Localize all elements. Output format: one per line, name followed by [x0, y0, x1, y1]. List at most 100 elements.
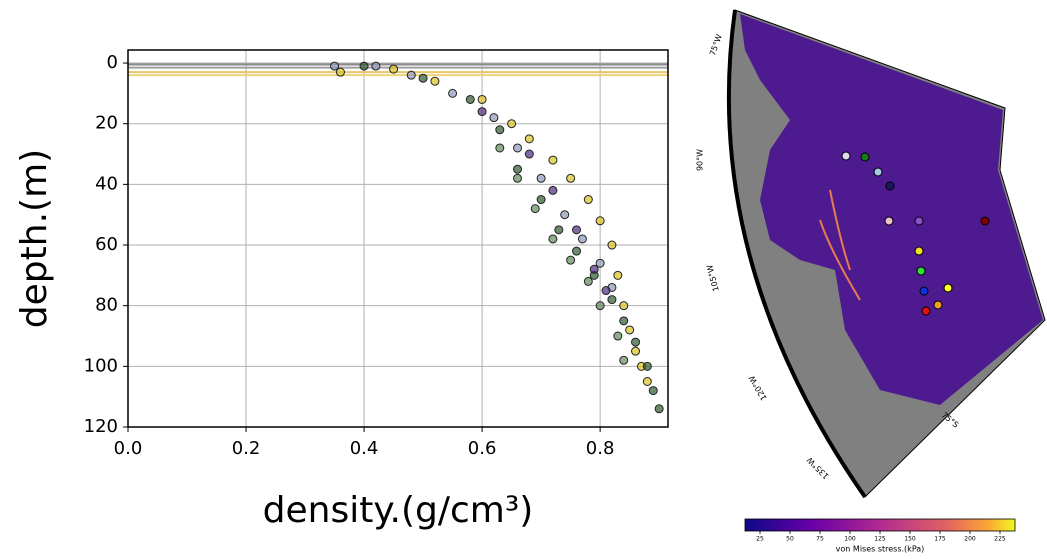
point — [548, 185, 558, 195]
point — [572, 246, 582, 256]
site — [916, 266, 926, 276]
point — [619, 355, 629, 365]
point — [465, 94, 475, 104]
site — [885, 181, 895, 191]
point — [595, 216, 605, 226]
point — [513, 173, 523, 183]
map-land — [740, 14, 1043, 405]
point — [631, 346, 641, 356]
graticule-label: 90°W — [696, 149, 705, 171]
point — [619, 301, 629, 311]
colorbar-tick-label: 150 — [904, 536, 916, 543]
point — [625, 325, 635, 335]
point — [513, 164, 523, 174]
point — [577, 234, 587, 244]
x-tick-label: 0.6 — [468, 438, 497, 459]
point — [566, 255, 576, 265]
point — [359, 61, 369, 71]
site — [884, 216, 894, 226]
point — [495, 125, 505, 135]
site — [921, 306, 931, 316]
y-tick-label: 20 — [95, 113, 118, 134]
point — [524, 149, 534, 159]
point — [595, 301, 605, 311]
map-frame — [726, 9, 867, 499]
y-tick-label: 40 — [95, 173, 118, 194]
point — [477, 107, 487, 117]
point — [654, 404, 664, 414]
point — [430, 76, 440, 86]
point — [548, 155, 558, 165]
point — [642, 377, 652, 387]
point — [406, 70, 416, 80]
x-tick-label: 0.4 — [350, 438, 379, 459]
point — [648, 386, 658, 396]
point — [330, 61, 340, 71]
map — [726, 9, 1046, 499]
colorbar-tick-label: 200 — [964, 536, 976, 543]
point — [335, 67, 345, 77]
point — [548, 234, 558, 244]
point — [589, 264, 599, 274]
point — [448, 88, 458, 98]
y-tick-label: 60 — [95, 234, 118, 255]
graticule-label: 105°W — [705, 264, 721, 293]
x-tick-label: 0.0 — [114, 438, 143, 459]
point — [536, 173, 546, 183]
point — [619, 316, 629, 326]
point — [560, 210, 570, 220]
y-tick-label: 80 — [95, 295, 118, 316]
point — [601, 286, 611, 296]
point — [583, 195, 593, 205]
point — [583, 276, 593, 286]
point — [607, 295, 617, 305]
y-tick-label: 100 — [84, 355, 118, 376]
colorbar — [744, 518, 1016, 532]
site — [980, 216, 990, 226]
colorbar-tick-label: 75 — [816, 536, 824, 543]
point — [642, 361, 652, 371]
colorbar-tick-label: 175 — [934, 536, 946, 543]
site — [914, 216, 924, 226]
point — [554, 225, 564, 235]
point — [530, 204, 540, 214]
site — [841, 151, 851, 161]
site — [919, 286, 929, 296]
site — [860, 152, 870, 162]
point — [389, 64, 399, 74]
point — [536, 195, 546, 205]
site — [914, 246, 924, 256]
colorbar-tick-label: 50 — [786, 536, 794, 543]
point — [566, 173, 576, 183]
graticule-label: 135°W — [805, 455, 831, 481]
point — [507, 119, 517, 129]
point — [524, 134, 534, 144]
point — [418, 73, 428, 83]
point — [489, 113, 499, 123]
y-tick-label: 0 — [107, 52, 118, 73]
plot-frame — [127, 49, 669, 428]
point — [371, 61, 381, 71]
colorbar-tick-label: 125 — [874, 536, 886, 543]
x-tick-label: 0.2 — [232, 438, 261, 459]
point — [631, 337, 641, 347]
x-axis-label: density.(g/cm³) — [263, 490, 534, 531]
site — [943, 283, 953, 293]
site — [873, 167, 883, 177]
colorbar-tick-label: 25 — [756, 536, 764, 543]
point — [595, 258, 605, 268]
point — [477, 94, 487, 104]
site — [933, 300, 943, 310]
y-axis-label: depth.(m) — [14, 149, 55, 328]
map-stream — [819, 189, 861, 301]
point — [495, 143, 505, 153]
colorbar-tick-label: 225 — [994, 536, 1006, 543]
y-tick-label: 120 — [84, 416, 118, 437]
x-tick-label: 0.8 — [586, 438, 615, 459]
colorbar-tick-label: 100 — [844, 536, 856, 543]
graticule-label: 75°W — [708, 33, 724, 57]
point — [613, 331, 623, 341]
point — [613, 270, 623, 280]
point — [513, 143, 523, 153]
